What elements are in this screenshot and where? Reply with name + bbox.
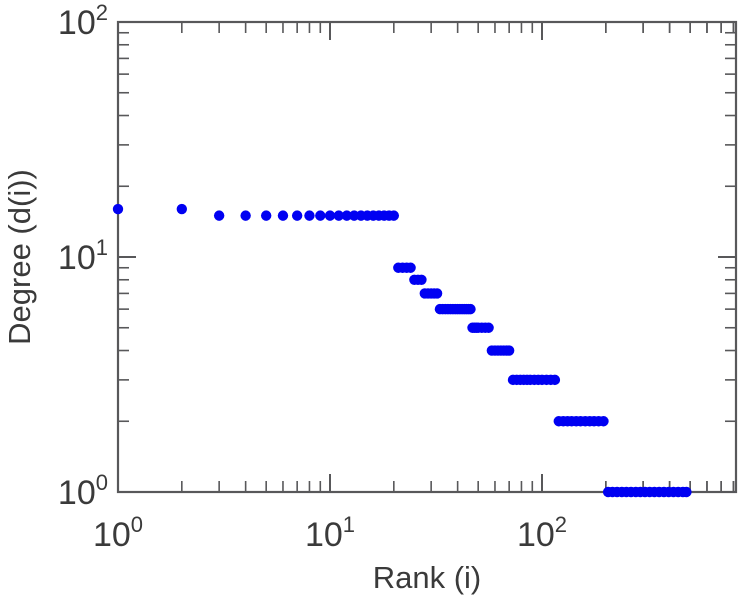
data-point: [333, 210, 344, 221]
mantissa: 10: [517, 516, 555, 554]
data-point: [291, 210, 303, 221]
data-point: [176, 203, 188, 215]
exponent: 1: [96, 235, 108, 260]
data-point: [598, 416, 609, 427]
data-point: [213, 210, 225, 221]
x-tick-label-2: 102: [517, 512, 567, 554]
data-point: [260, 210, 272, 221]
data-point: [431, 288, 443, 299]
data-point: [240, 210, 251, 221]
y-tick-label-1: 101: [58, 235, 108, 277]
x-tick-label-0: 100: [93, 512, 143, 554]
mantissa: 10: [58, 474, 96, 512]
x-tick-label-1: 101: [305, 512, 355, 554]
x-axis-title: Rank (i): [373, 560, 482, 595]
data-markers: [112, 203, 692, 498]
data-point: [277, 210, 289, 221]
data-point: [483, 322, 494, 333]
exponent: 1: [343, 512, 355, 537]
data-point: [341, 210, 352, 221]
data-point: [324, 210, 336, 221]
data-point: [388, 210, 400, 221]
x-axis-tick-labels: 100 101 102: [93, 512, 567, 554]
data-point: [416, 274, 427, 285]
data-point: [465, 303, 476, 315]
y-tick-label-2: 102: [58, 0, 108, 42]
mantissa: 10: [58, 239, 96, 277]
mantissa: 10: [93, 516, 131, 554]
data-point: [304, 210, 315, 221]
data-point: [681, 486, 692, 498]
data-point: [503, 345, 515, 356]
x-axis-ticks: [117, 22, 735, 492]
y-axis-title: Degree (d(i)): [2, 169, 37, 345]
mantissa: 10: [58, 4, 96, 42]
data-point: [405, 262, 416, 273]
y-axis-ticks: [118, 21, 736, 493]
exponent: 2: [555, 512, 567, 537]
data-point: [112, 203, 124, 215]
plot-frame: [116, 20, 738, 494]
exponent: 2: [96, 0, 108, 25]
y-tick-label-0: 100: [58, 470, 108, 512]
data-point: [549, 374, 561, 386]
mantissa: 10: [305, 516, 343, 554]
exponent: 0: [96, 470, 108, 495]
data-point: [315, 210, 326, 221]
exponent: 0: [131, 512, 143, 537]
